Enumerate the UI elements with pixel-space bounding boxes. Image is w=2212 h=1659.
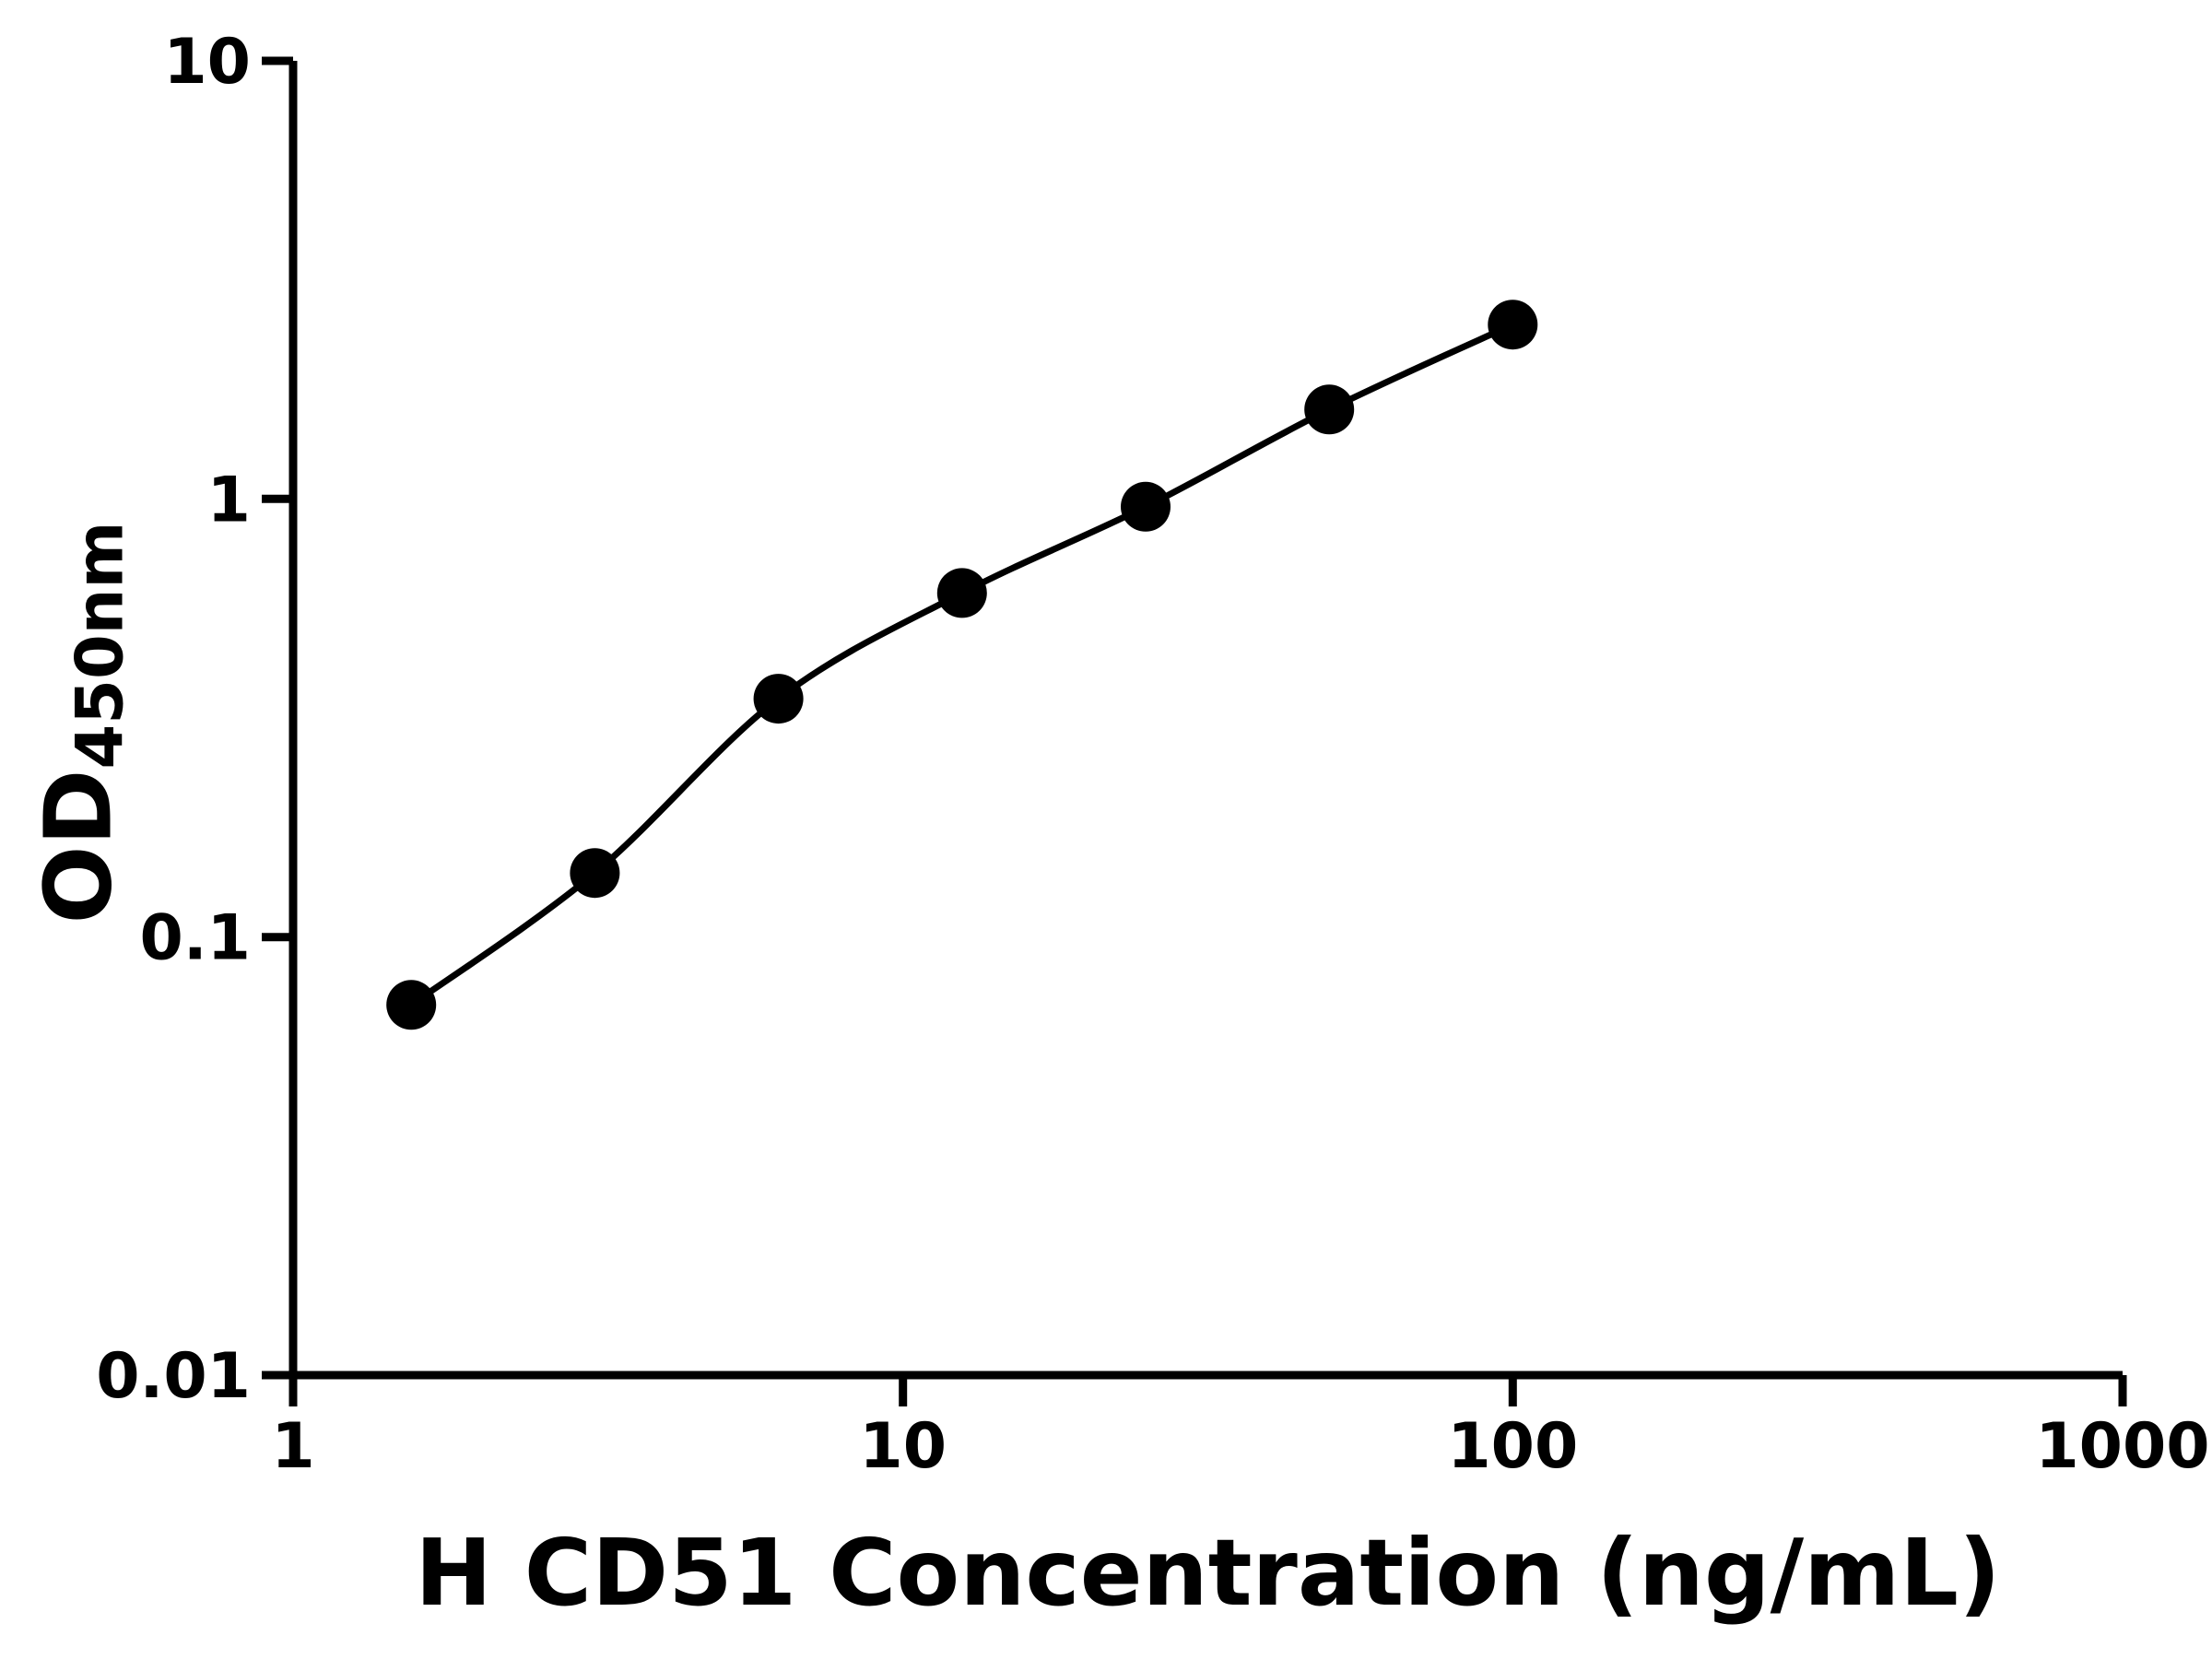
x-tick-label: 100 xyxy=(1447,1410,1578,1483)
data-point xyxy=(1304,384,1355,435)
y-tick-label: 0.1 xyxy=(140,902,251,975)
fit-curve xyxy=(407,321,1516,1008)
y-tick-label: 10 xyxy=(163,26,251,99)
x-tick-label: 1 xyxy=(271,1410,314,1483)
y-axis-title-sub: 450nm xyxy=(62,521,138,770)
y-axis-title-main: OD xyxy=(24,769,133,924)
x-tick-label: 1000 xyxy=(2035,1410,2209,1483)
y-tick-label: 1 xyxy=(207,464,251,536)
data-point xyxy=(386,980,437,1030)
data-point xyxy=(1488,300,1538,350)
data-point xyxy=(570,848,620,899)
axes-frame xyxy=(288,61,2123,1380)
x-axis-title: H CD51 Concentration (ng/mL) xyxy=(415,1519,2001,1627)
data-point xyxy=(936,568,987,618)
x-tick-label: 10 xyxy=(859,1410,947,1483)
y-tick-label: 0.01 xyxy=(96,1340,251,1413)
y-axis-title: OD450nm xyxy=(24,522,138,924)
data-point xyxy=(753,674,804,724)
data-point xyxy=(1121,481,1171,532)
